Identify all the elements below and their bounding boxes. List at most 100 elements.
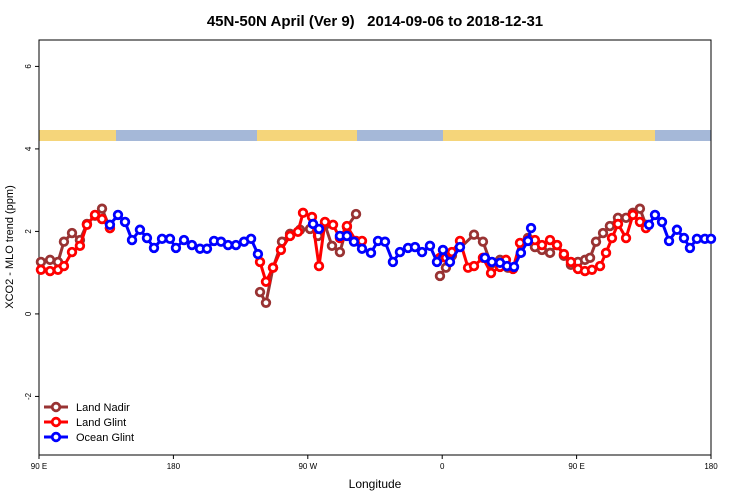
y-tick-label: 6 bbox=[24, 64, 33, 69]
data-point bbox=[201, 243, 213, 254]
y-tick-label: 2 bbox=[24, 229, 33, 234]
chart-title: 45N-50N April (Ver 9) 2014-09-06 to 2018… bbox=[207, 13, 543, 30]
data-point bbox=[356, 243, 368, 254]
data-point bbox=[437, 244, 449, 256]
data-point bbox=[334, 246, 346, 258]
data-point bbox=[170, 242, 182, 254]
data-point bbox=[612, 218, 624, 230]
data-point bbox=[186, 239, 198, 251]
data-point bbox=[260, 297, 272, 308]
data-point bbox=[477, 236, 489, 247]
data-point bbox=[525, 222, 537, 234]
data-point bbox=[663, 235, 675, 247]
data-point bbox=[565, 256, 577, 268]
data-point bbox=[620, 232, 632, 244]
data-point bbox=[275, 244, 287, 256]
data-point bbox=[230, 239, 242, 251]
data-point bbox=[96, 203, 108, 214]
legend-label: Land Glint bbox=[76, 417, 126, 429]
data-point bbox=[284, 230, 296, 242]
data-point bbox=[66, 246, 78, 258]
data-point bbox=[656, 216, 668, 228]
data-point bbox=[222, 239, 234, 251]
data-point bbox=[643, 219, 655, 231]
data-point bbox=[627, 209, 639, 221]
data-point bbox=[141, 232, 153, 244]
data-point bbox=[35, 264, 47, 275]
data-point bbox=[297, 207, 309, 219]
data-point bbox=[178, 234, 190, 246]
data-point bbox=[96, 213, 108, 225]
x-tick-label: 90 E bbox=[31, 462, 47, 471]
data-point bbox=[606, 232, 618, 244]
legend-marker bbox=[50, 401, 62, 413]
data-point bbox=[434, 270, 446, 282]
data-point bbox=[544, 247, 556, 259]
x-tick-label: 180 bbox=[704, 462, 718, 471]
data-point bbox=[590, 236, 602, 247]
data-point bbox=[326, 240, 338, 252]
data-point bbox=[536, 239, 548, 251]
data-point bbox=[684, 242, 696, 254]
data-point bbox=[348, 236, 360, 247]
data-point bbox=[252, 248, 264, 260]
data-point bbox=[431, 256, 443, 268]
data-point bbox=[254, 256, 266, 268]
data-point bbox=[260, 276, 272, 287]
data-point bbox=[81, 219, 93, 231]
data-point bbox=[267, 262, 279, 273]
data-point bbox=[379, 236, 391, 247]
data-point bbox=[74, 240, 86, 252]
map-strip bbox=[39, 130, 711, 141]
data-point bbox=[586, 264, 598, 275]
data-point bbox=[671, 224, 683, 235]
data-point bbox=[634, 216, 646, 228]
data-point bbox=[508, 261, 520, 273]
data-point bbox=[515, 247, 527, 259]
data-point bbox=[292, 226, 304, 238]
data-point bbox=[148, 242, 160, 254]
data-point bbox=[634, 203, 646, 214]
data-point bbox=[597, 227, 609, 239]
land bbox=[257, 130, 357, 141]
data-point bbox=[409, 241, 421, 253]
plot-frame bbox=[38, 39, 712, 456]
x-tick-label: 0 bbox=[440, 462, 445, 471]
data-point bbox=[104, 219, 116, 231]
data-point bbox=[416, 246, 428, 258]
data-point bbox=[313, 223, 325, 235]
data-point bbox=[678, 232, 690, 244]
legend-marker bbox=[50, 416, 62, 428]
data-point bbox=[44, 265, 56, 277]
data-point bbox=[691, 233, 703, 245]
land bbox=[443, 130, 655, 141]
data-point bbox=[319, 216, 331, 228]
x-tick-label: 90 E bbox=[568, 462, 584, 471]
data-point bbox=[156, 233, 168, 245]
x-tick-label: 90 W bbox=[298, 462, 317, 471]
data-point bbox=[594, 260, 606, 272]
data-point bbox=[126, 234, 138, 246]
data-point bbox=[649, 209, 661, 221]
data-point bbox=[705, 233, 717, 245]
data-point bbox=[424, 240, 436, 252]
data-point bbox=[245, 233, 257, 245]
y-tick-label: -2 bbox=[24, 392, 33, 400]
data-point bbox=[134, 224, 146, 235]
data-point bbox=[600, 247, 612, 259]
data-point bbox=[66, 227, 78, 239]
land bbox=[39, 130, 116, 141]
data-point bbox=[313, 260, 325, 272]
legend-label: Ocean Glint bbox=[76, 432, 134, 444]
data-point bbox=[551, 239, 563, 251]
data-point bbox=[479, 252, 491, 264]
data-point bbox=[44, 254, 56, 266]
data-point bbox=[485, 267, 497, 279]
data-point bbox=[486, 256, 498, 268]
data-point bbox=[584, 252, 596, 264]
data-point bbox=[444, 256, 456, 268]
legend-marker bbox=[50, 431, 62, 443]
data-point bbox=[350, 208, 362, 220]
y-axis-label: XCO2 - MLO trend (ppm) bbox=[4, 185, 16, 308]
